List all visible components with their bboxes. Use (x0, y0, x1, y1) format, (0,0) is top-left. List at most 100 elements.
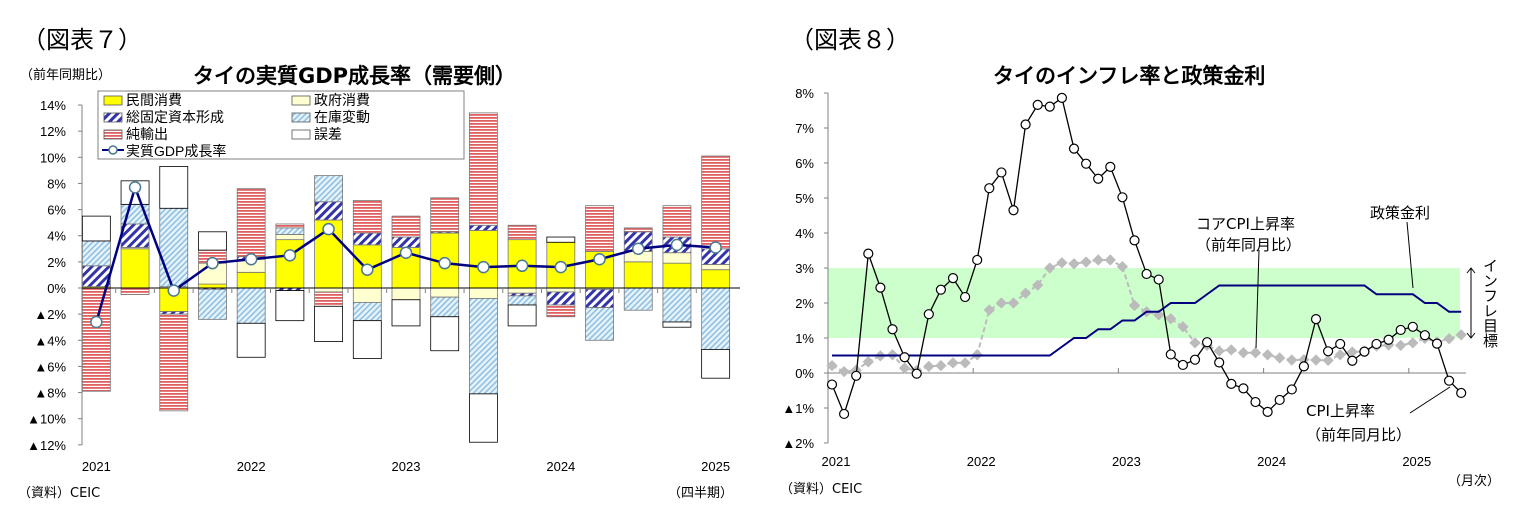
legend-swatch-gov (291, 95, 311, 106)
annotation-inflation-target: インフレ目標 (1481, 258, 1499, 348)
core-cpi-point (1116, 260, 1129, 273)
right-x-tick-label: 2025 (1402, 454, 1431, 469)
cpi-point (1262, 406, 1273, 417)
core-cpi-point (1128, 299, 1141, 312)
bar-segment-err (701, 349, 731, 379)
right-y-tick-label: ▲1% (782, 401, 814, 416)
left-y-tick-label: ▲2% (34, 307, 66, 322)
cpi-point (863, 248, 874, 259)
legend-label-priv: 民間消費 (126, 92, 182, 108)
cpi-point (1335, 338, 1346, 350)
bar-segment-priv (120, 248, 150, 289)
legend-swatch-net (103, 129, 123, 140)
cpi-point (1359, 346, 1370, 357)
cpi-point (1347, 355, 1358, 366)
cpi-point (1226, 378, 1237, 389)
bar-segment-err (159, 166, 189, 209)
bar-segment-gov (314, 287, 343, 293)
cpi-point (1298, 361, 1310, 372)
core-cpi-point (935, 359, 947, 372)
core-cpi-point (838, 365, 850, 378)
cpi-point (1129, 235, 1140, 246)
cpi-point (947, 273, 959, 284)
gdp-growth-point (477, 260, 490, 274)
core-cpi-point (1213, 345, 1225, 357)
gdp-growth-point (361, 263, 374, 276)
bar-segment-gov (701, 264, 731, 271)
annotation-core-cpi-line1: コアCPI上昇率 (1196, 215, 1295, 233)
legend-swatch-priv (103, 95, 123, 106)
core-cpi-point (1177, 321, 1189, 333)
cpi-point (1141, 268, 1152, 280)
cpi-point (1093, 173, 1104, 184)
cpi-point (959, 291, 971, 303)
cpi-point (911, 368, 922, 379)
left-x-tick-label: 2025 (701, 459, 730, 474)
left-x-tick-label: 2023 (392, 459, 421, 474)
cpi-point (1456, 387, 1467, 399)
bar-segment-inv (623, 287, 653, 311)
bar-segment-err (507, 304, 537, 327)
annotation-cpi-line1: CPI上昇率 (1306, 402, 1375, 420)
bar-segment-net (546, 304, 576, 318)
core-cpi-point (1286, 354, 1298, 366)
bar-segment-net (120, 287, 150, 295)
bar-segment-priv (623, 261, 653, 289)
cpi-point (1383, 334, 1394, 345)
cpi-point (1153, 274, 1164, 285)
core-cpi-point (1080, 256, 1092, 268)
core-cpi-point (1189, 337, 1201, 349)
bar-segment-gfcf (546, 291, 576, 306)
core-cpi-point (898, 362, 911, 374)
right-y-tick-label: 1% (795, 331, 814, 346)
legend-swatch-inv (291, 112, 311, 123)
core-cpi-point (826, 359, 838, 372)
figure-8-label: （図表８） (790, 26, 910, 54)
core-cpi-point (1395, 339, 1407, 352)
bar-segment-inv (469, 298, 498, 395)
core-cpi-point (1249, 347, 1262, 359)
bar-segment-net (430, 197, 460, 233)
core-cpi-arrow (1255, 249, 1260, 349)
bar-segment-priv (275, 239, 305, 289)
left-y-tick-label: 0% (47, 281, 66, 296)
bar-segment-gfcf (585, 288, 614, 309)
cpi-point (1056, 92, 1068, 104)
core-cpi-point (1104, 254, 1116, 266)
bar-segment-inv (275, 227, 305, 235)
cpi-point (1310, 314, 1322, 325)
core-cpi-point (862, 356, 874, 368)
core-cpi-point (1322, 354, 1334, 367)
gdp-growth-point (399, 246, 413, 259)
cpi-point (1407, 321, 1418, 332)
cpi-point (826, 379, 838, 390)
right-x-tick-label: 2021 (822, 454, 851, 469)
gdp-growth-point (90, 315, 103, 329)
bar-segment-priv (662, 262, 692, 289)
right-y-tick-label: 2% (795, 296, 814, 311)
core-cpi-point (959, 357, 971, 369)
core-cpi-point (1068, 258, 1080, 270)
cpi-point (1431, 338, 1443, 349)
cpi-point (1068, 143, 1080, 154)
left-unit-label: （前年同期比） (20, 68, 112, 83)
core-cpi-point (923, 360, 935, 373)
gdp-growth-point (322, 222, 335, 236)
bar-segment-net (314, 291, 343, 307)
core-cpi-point (1346, 346, 1358, 358)
bar-segment-gov (469, 287, 498, 299)
right-y-tick-label: 4% (795, 226, 814, 241)
left-y-tick-label: ▲8% (34, 386, 66, 401)
core-cpi-point (1019, 287, 1032, 299)
right-y-tick-label: ▲2% (782, 436, 814, 451)
legend-label-inv: 在庫変動 (314, 109, 370, 125)
cpi-point (1105, 161, 1116, 172)
core-cpi-point (1237, 347, 1250, 359)
annotation-core-cpi-line2: （前年同月比） (1196, 236, 1302, 254)
cpi-point (1117, 192, 1128, 203)
bar-segment-err (352, 320, 382, 359)
cpi-point (1250, 396, 1261, 408)
legend-label-gov: 政府消費 (314, 92, 370, 108)
left-y-tick-label: ▲6% (34, 359, 66, 374)
legend-label-gdp: 実質GDP成長率 (126, 143, 226, 159)
